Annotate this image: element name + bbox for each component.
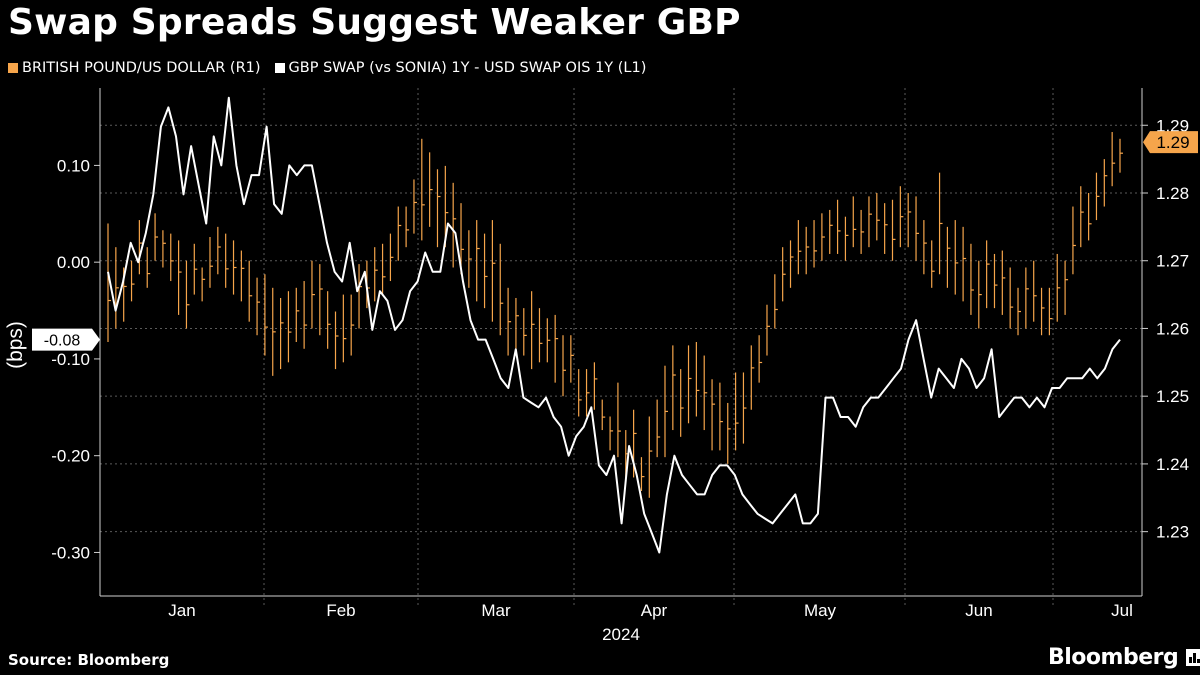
legend-item-gbpusd: BRITISH POUND/US DOLLAR (R1): [8, 60, 261, 76]
source-note: Source: Bloomberg: [8, 651, 170, 669]
right-tick-label: 1.25: [1156, 387, 1189, 406]
left-tick-label: 0.10: [57, 156, 90, 175]
chart-title: Swap Spreads Suggest Weaker GBP: [8, 2, 741, 43]
legend-swatch-gbpusd: [8, 63, 18, 73]
x-tick-label: May: [804, 601, 837, 620]
left-tick-label: -0.30: [51, 543, 90, 562]
left-last-value: -0.08: [44, 333, 81, 350]
x-tick-label: Apr: [641, 601, 668, 620]
bloomberg-terminal-icon: [1186, 649, 1200, 666]
legend-swatch-swap-spread: [274, 63, 285, 73]
right-tick-label: 1.28: [1156, 184, 1189, 203]
right-tick-label: 1.26: [1156, 319, 1189, 338]
swap-spread-line: [107, 96, 1121, 554]
bloomberg-logo: Bloomberg: [1048, 645, 1200, 670]
right-tick-label: 1.24: [1156, 455, 1189, 474]
x-axis-label: 2024: [602, 625, 640, 644]
brand-text: Bloomberg: [1048, 645, 1179, 670]
x-tick-label: Feb: [326, 601, 355, 620]
x-tick-label: Jun: [965, 601, 992, 620]
right-last-value: 1.29: [1156, 133, 1189, 152]
legend-item-swap-spread: GBP SWAP (vs SONIA) 1Y - USD SWAP OIS 1Y…: [274, 60, 647, 76]
right-tick-label: 1.29: [1156, 116, 1189, 135]
left-tick-label: 0.00: [57, 253, 90, 272]
right-tick-label: 1.27: [1156, 252, 1189, 271]
left-last-value-tag: -0.08: [32, 328, 100, 351]
legend-label-swap-spread: GBP SWAP (vs SONIA) 1Y - USD SWAP OIS 1Y…: [288, 60, 647, 76]
legend: BRITISH POUND/US DOLLAR (R1) GBP SWAP (v…: [8, 60, 660, 76]
x-tick-label: Mar: [481, 601, 511, 620]
left-tick-label: -0.10: [51, 350, 90, 369]
left-tick-label: -0.20: [51, 447, 90, 466]
x-tick-label: Jan: [168, 601, 195, 620]
right-last-value-box: [1143, 131, 1198, 154]
left-last-value-box: [32, 328, 100, 351]
y-axis-label: (bps): [4, 321, 27, 369]
right-last-value-tag: 1.29: [1143, 131, 1198, 154]
legend-label-gbpusd: BRITISH POUND/US DOLLAR (R1): [22, 60, 261, 76]
x-tick-label: Jul: [1111, 601, 1133, 620]
right-tick-label: 1.23: [1156, 523, 1189, 542]
